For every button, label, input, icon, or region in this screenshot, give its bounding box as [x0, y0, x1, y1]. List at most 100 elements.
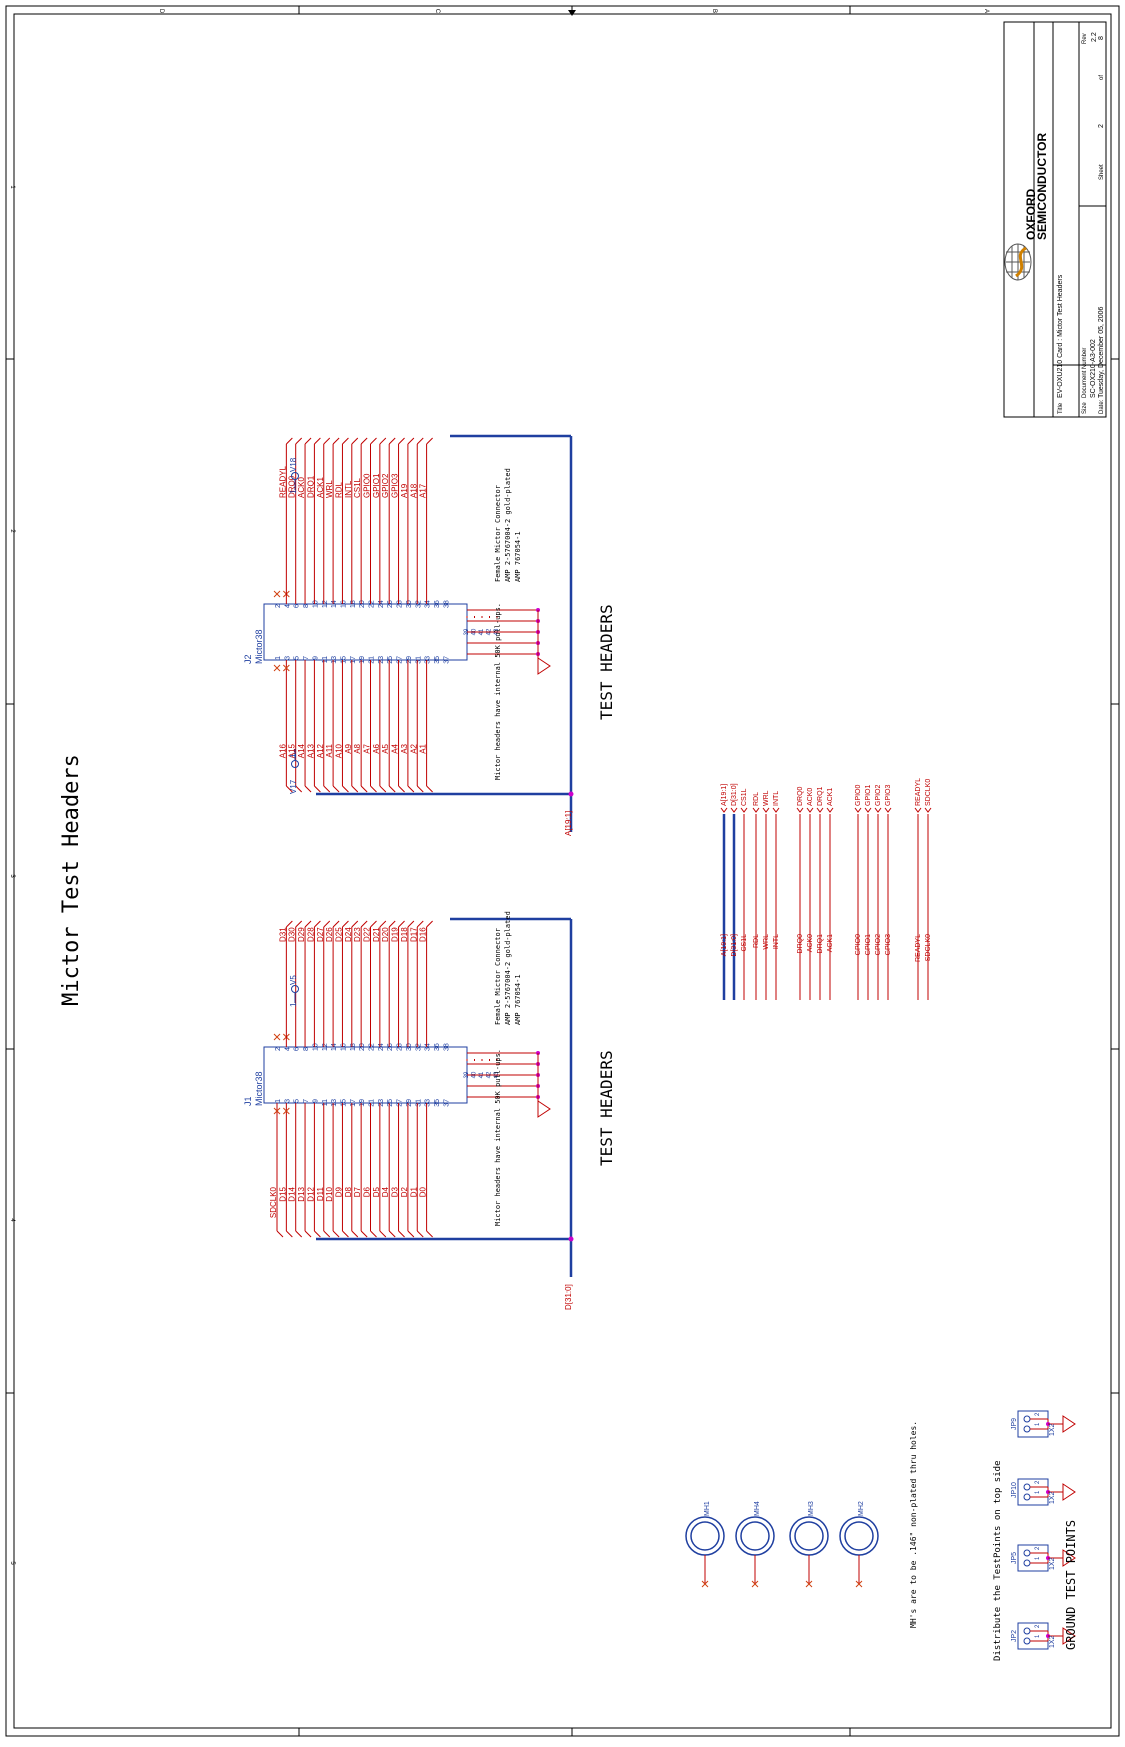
- j2-pin-27: 27: [397, 656, 404, 664]
- j2-connector-part2: AMP 767054-1: [514, 531, 522, 582]
- j2-pin-1: 1: [275, 656, 282, 660]
- j1-left-net-d4: D4: [381, 1186, 390, 1197]
- j2-section-title: TEST HEADERS: [597, 604, 616, 720]
- ground-test-point-jp2: JP2 1X2 2 1: [1011, 1622, 1076, 1650]
- net-bottom-label-10: GPIO0: [855, 934, 862, 956]
- j2-pin-3: 3: [284, 656, 291, 660]
- mounting-hole-mh1: MH1: [685, 1501, 725, 1588]
- j2-pin-28: 28: [397, 600, 404, 608]
- net-top-label-7: ACK0: [807, 788, 814, 806]
- j2-pin-30: 30: [406, 600, 413, 608]
- j2-bus-junction: [568, 791, 574, 797]
- j1-right-nets: D31 D30 D29 D28 D27 D26 D25 D24 D23 D22 D21 D20 D19 D…: [278, 917, 574, 1277]
- gtp-type-3: 1X2: [1049, 1423, 1056, 1436]
- net-bottom-label-2: CS1L: [741, 934, 748, 952]
- j2-pin-21: 21: [369, 656, 376, 664]
- net-port-list: A[19:1]A[19:1]D[31:0]D[31:0]CS1LCS1LRDLR…: [720, 778, 932, 1000]
- j1-nc-mark-1: [282, 1107, 290, 1115]
- title-value: EV-OXU210 Card : Mictor Test Headers: [1057, 274, 1064, 398]
- net-bottom-label-7: ACK0: [807, 934, 814, 952]
- j1-left-net-d1: D1: [409, 1186, 418, 1197]
- net-port-top-3: [752, 807, 760, 813]
- j2-right-net-a17: A17: [419, 483, 428, 498]
- title-label: Title: [1058, 402, 1064, 414]
- j1-right-net-d18: D18: [400, 927, 409, 942]
- net-top-label-10: GPIO0: [855, 784, 862, 806]
- company-line1: OXFORD: [1024, 188, 1038, 240]
- j2-body: [263, 603, 468, 661]
- j2-left-net-a8: A8: [353, 743, 362, 753]
- j1-even-pins: 2 4 6 8 10 12 14 16 18 20 22 24 26 28 30 32 34 36 38: [275, 1043, 450, 1051]
- j2-pin-5: 5: [294, 656, 301, 660]
- j1-left-net-d12: D12: [306, 1186, 315, 1201]
- mounting-hole-mh3: MH3: [789, 1501, 829, 1588]
- j2-pin-24: 24: [378, 600, 385, 608]
- zone-label-top-c: C: [434, 9, 440, 14]
- j2-pin-17: 17: [350, 656, 357, 664]
- j1-part: Mictor38: [254, 1071, 264, 1106]
- j1-pin-29: 29: [406, 1099, 413, 1107]
- gtp-pin1-0: 1: [1035, 1634, 1041, 1638]
- net-top-label-15: SDCLK0: [925, 779, 932, 806]
- j1-pin-34: 34: [425, 1043, 432, 1051]
- net-top-label-8: DRQ1: [817, 786, 824, 806]
- net-top-label-9: ACK1: [827, 788, 834, 806]
- j2-right-power-label: V18: [289, 457, 298, 472]
- j1-nc-mark-2: [273, 1033, 281, 1041]
- j1-bus-junction: [568, 1236, 574, 1242]
- j1-pin-36: 36: [434, 1043, 441, 1051]
- j2-pin-7: 7: [303, 656, 310, 660]
- j1-pin-23: 23: [378, 1099, 385, 1107]
- j2-pin-11: 11: [322, 656, 329, 663]
- j1-pin-3: 3: [284, 1099, 291, 1103]
- gtp-pin2-2: 2: [1035, 1480, 1041, 1484]
- j2-right-power: V18 1: [289, 457, 299, 494]
- j2-pin-35: 35: [434, 656, 441, 664]
- j2-part: Mictor38: [254, 629, 264, 664]
- net-top-label-1: D[31:0]: [731, 783, 738, 806]
- mh-ref-3: MH2: [858, 1501, 865, 1516]
- j1-right-net-d17: D17: [409, 927, 418, 942]
- mh-nc-3: [855, 1580, 863, 1588]
- gtp-type-2: 1X2: [1049, 1491, 1056, 1504]
- net-top-label-0: A[19:1]: [721, 784, 728, 806]
- net-bottom-label-3: RDL: [753, 934, 760, 948]
- mh-nc-2: [805, 1580, 813, 1588]
- company-logo: [1004, 243, 1032, 281]
- j1-left-net-d7: D7: [353, 1186, 362, 1197]
- j1-pin-10: 10: [312, 1043, 319, 1051]
- company-line2: SEMICONDUCTOR: [1035, 133, 1049, 240]
- net-bottom-label-1: D[31:0]: [731, 934, 738, 957]
- gtp-pin1-2: 1: [1035, 1490, 1041, 1494]
- j1-pin-17: 17: [350, 1099, 357, 1107]
- j2-bus: [316, 434, 574, 832]
- j1-pin-12: 12: [322, 1043, 329, 1051]
- gtp-pin2-0: 2: [1035, 1624, 1041, 1628]
- j2-pin-4: 4: [284, 604, 291, 608]
- j2-pin-12: 12: [322, 600, 329, 608]
- gtp-ref-1: JP5: [1011, 1552, 1018, 1564]
- page-title: Mictor Test Headers: [59, 754, 84, 1006]
- gtp-pad1-2: [1023, 1483, 1031, 1491]
- net-top-label-13: GPIO3: [885, 784, 892, 806]
- j2-left-net-a9: A9: [344, 743, 353, 753]
- gtp-body-3: [1017, 1410, 1049, 1438]
- net-bottom-label-4: WRL: [763, 934, 770, 950]
- ground-test-point-jp9: JP9 1X2 2 1: [1011, 1410, 1076, 1438]
- net-bottom-label-12: GPIO2: [875, 934, 882, 956]
- j2-nc-mark-2: [273, 590, 281, 598]
- net-top-label-3: RDL: [753, 792, 760, 806]
- j2-pin-10: 10: [312, 600, 319, 608]
- ground-test-points: JP2 1X2 2 1 JP5 1X2 2 1 JP10 1X2 2 1 JP9 1X2 2 1: [1011, 1410, 1076, 1650]
- j1-pin-28: 28: [397, 1043, 404, 1051]
- j2-left-net-a13: A13: [306, 743, 315, 758]
- net-port-top-11: [864, 807, 872, 813]
- j2-pin-36: 36: [434, 600, 441, 608]
- net-bottom-label-13: GPIO3: [885, 934, 892, 956]
- net-port-top-14: [914, 807, 922, 813]
- j2-left-power-label: V17: [289, 779, 298, 794]
- j2-left-net-a7: A7: [363, 743, 372, 753]
- connector-j2: 1 3 5 7 9 11 13 15 17 19 21 23 25 27 29 31 33 35 37 2 4 6 8 10…: [243, 434, 616, 836]
- j2-right-net-ack0: ACK0: [297, 477, 306, 498]
- connector-j1: 1 3 5 7 9 11 13 15 17 19 21 23 25 27 29 31 33 35 37 2 4 6 8 10…: [243, 911, 616, 1310]
